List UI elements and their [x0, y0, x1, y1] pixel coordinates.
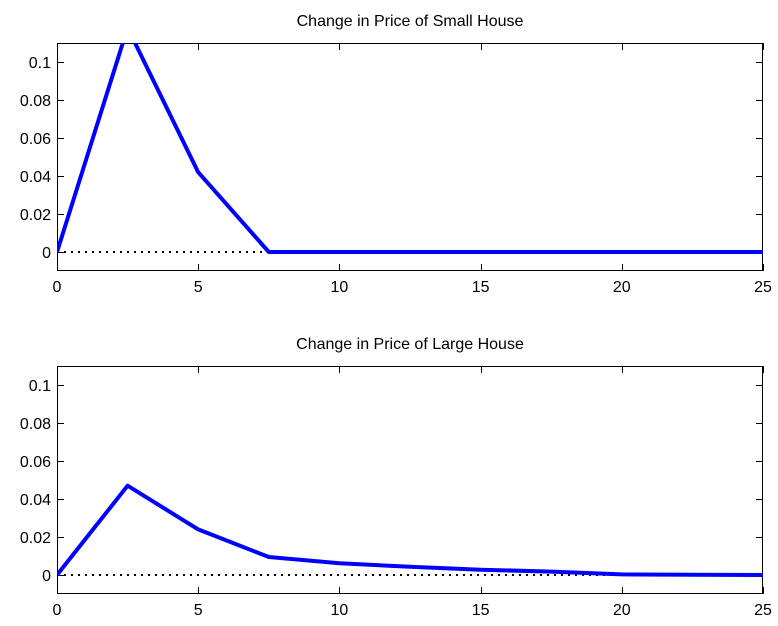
plot-frame: [57, 43, 763, 271]
x-tick-label: 0: [53, 279, 62, 296]
y-tick-label: 0.04: [20, 169, 51, 186]
y-tick-label: 0.06: [20, 454, 51, 471]
y-tick-label: 0: [42, 568, 51, 585]
x-tick-label: 20: [613, 279, 631, 296]
x-tick-label: 10: [331, 279, 349, 296]
plot-frame: [57, 366, 763, 594]
y-tick-label: 0.02: [20, 207, 51, 224]
series-line-1: [57, 43, 763, 254]
x-tick-label: 15: [472, 602, 490, 619]
y-tick-label: 0.1: [29, 378, 51, 395]
x-tick-label: 15: [472, 279, 490, 296]
y-tick-label: 0: [42, 245, 51, 262]
x-tick-label: 5: [194, 602, 203, 619]
chart-panel-2: Change in Price of Large House 0 5 10 15 20 25…: [20, 336, 772, 619]
series-line-1: [57, 483, 763, 577]
x-tick-label: 0: [53, 602, 62, 619]
chart-panel-1: Change in Price of Small House 0 5 10 15 20 25…: [20, 13, 772, 296]
x-tick-label: 25: [754, 602, 772, 619]
y-tick-label: 0.06: [20, 131, 51, 148]
x-tick-label: 25: [754, 279, 772, 296]
x-tick-label: 5: [194, 279, 203, 296]
x-tick-label: 10: [331, 602, 349, 619]
y-tick-label: 0.04: [20, 492, 51, 509]
y-tick-label: 0.08: [20, 93, 51, 110]
y-tick-label: 0.1: [29, 55, 51, 72]
chart-title: Change in Price of Large House: [296, 336, 524, 353]
y-tick-label: 0.08: [20, 416, 51, 433]
x-tick-label: 20: [613, 602, 631, 619]
chart-title: Change in Price of Small House: [297, 13, 524, 30]
y-tick-label: 0.02: [20, 530, 51, 547]
